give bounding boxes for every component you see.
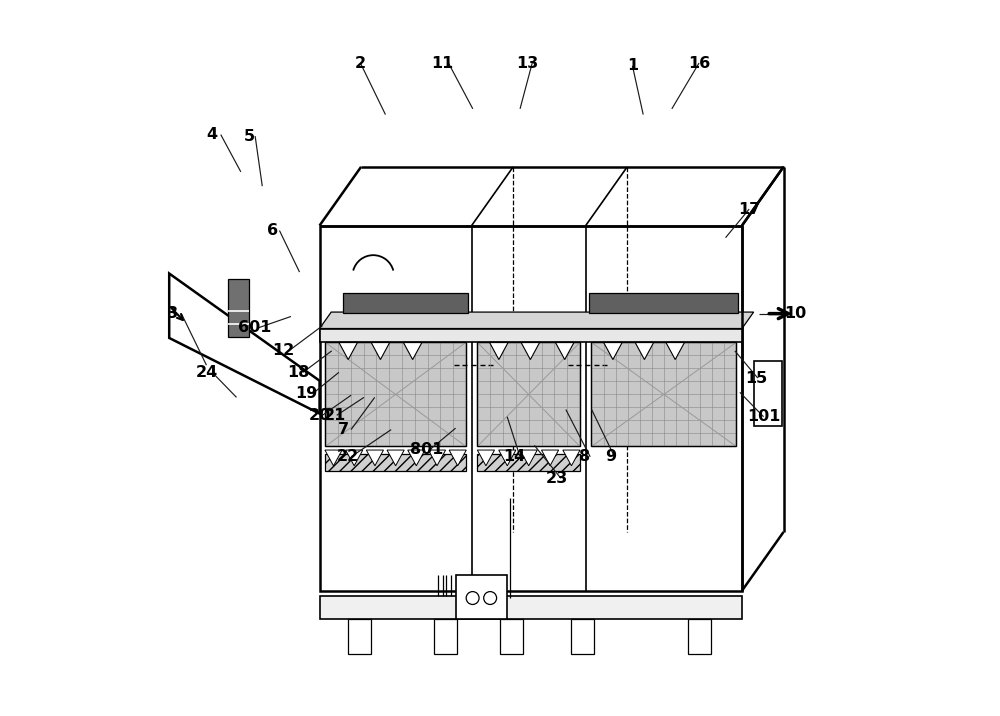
- Polygon shape: [339, 342, 358, 359]
- Polygon shape: [371, 342, 390, 359]
- Text: 801: 801: [410, 442, 444, 457]
- Text: 13: 13: [516, 56, 538, 70]
- Text: 8: 8: [579, 450, 590, 464]
- Bar: [589, 293, 738, 313]
- Text: 4: 4: [207, 127, 218, 142]
- Bar: [325, 342, 466, 447]
- Polygon shape: [320, 167, 784, 226]
- Bar: [434, 619, 457, 654]
- Text: 15: 15: [745, 371, 767, 385]
- Bar: [348, 619, 371, 654]
- Bar: [477, 342, 580, 447]
- Text: 3: 3: [167, 306, 178, 321]
- Polygon shape: [366, 450, 383, 466]
- Text: 5: 5: [244, 129, 255, 143]
- Polygon shape: [521, 342, 540, 359]
- Circle shape: [484, 591, 497, 604]
- Text: 22: 22: [337, 450, 359, 464]
- Bar: [477, 455, 580, 471]
- Text: 20: 20: [308, 408, 331, 422]
- Polygon shape: [520, 450, 537, 466]
- Text: 11: 11: [432, 56, 454, 70]
- Polygon shape: [169, 274, 320, 414]
- Polygon shape: [325, 450, 342, 466]
- Polygon shape: [320, 312, 754, 329]
- Polygon shape: [499, 450, 516, 466]
- Bar: [591, 342, 736, 447]
- Text: 18: 18: [287, 365, 309, 379]
- Text: 601: 601: [238, 321, 272, 335]
- Polygon shape: [477, 450, 495, 466]
- Bar: [325, 455, 466, 471]
- Text: 101: 101: [747, 410, 780, 424]
- Text: 24: 24: [195, 365, 218, 379]
- Polygon shape: [555, 342, 574, 359]
- Polygon shape: [563, 450, 580, 466]
- Text: 16: 16: [688, 56, 710, 70]
- Polygon shape: [408, 450, 425, 466]
- Bar: [320, 226, 742, 591]
- Polygon shape: [666, 342, 685, 359]
- Bar: [325, 342, 466, 447]
- Text: 12: 12: [273, 344, 295, 358]
- Polygon shape: [604, 342, 622, 359]
- Text: 21: 21: [324, 408, 346, 422]
- Bar: [688, 619, 711, 654]
- Polygon shape: [635, 342, 654, 359]
- Text: 10: 10: [784, 306, 806, 321]
- Bar: [571, 619, 594, 654]
- Polygon shape: [387, 450, 404, 466]
- Text: 7: 7: [338, 422, 349, 437]
- Polygon shape: [449, 450, 466, 466]
- Text: 23: 23: [546, 471, 568, 485]
- Polygon shape: [490, 342, 508, 359]
- Polygon shape: [346, 450, 363, 466]
- Text: 9: 9: [605, 450, 617, 464]
- Bar: [754, 361, 782, 427]
- Bar: [591, 342, 736, 447]
- Polygon shape: [541, 450, 559, 466]
- Text: 1: 1: [627, 59, 638, 73]
- Text: 17: 17: [738, 202, 760, 216]
- Polygon shape: [403, 342, 422, 359]
- Bar: [320, 329, 742, 342]
- Polygon shape: [742, 167, 784, 591]
- Text: 2: 2: [355, 56, 366, 70]
- Bar: [456, 575, 507, 619]
- Bar: [343, 293, 468, 313]
- Bar: [477, 342, 580, 447]
- Bar: [320, 596, 742, 619]
- Circle shape: [466, 591, 479, 604]
- Text: 19: 19: [296, 387, 318, 401]
- Polygon shape: [428, 450, 446, 466]
- Text: 14: 14: [503, 450, 525, 464]
- Polygon shape: [228, 279, 249, 337]
- Bar: [500, 619, 523, 654]
- Text: 6: 6: [267, 223, 278, 238]
